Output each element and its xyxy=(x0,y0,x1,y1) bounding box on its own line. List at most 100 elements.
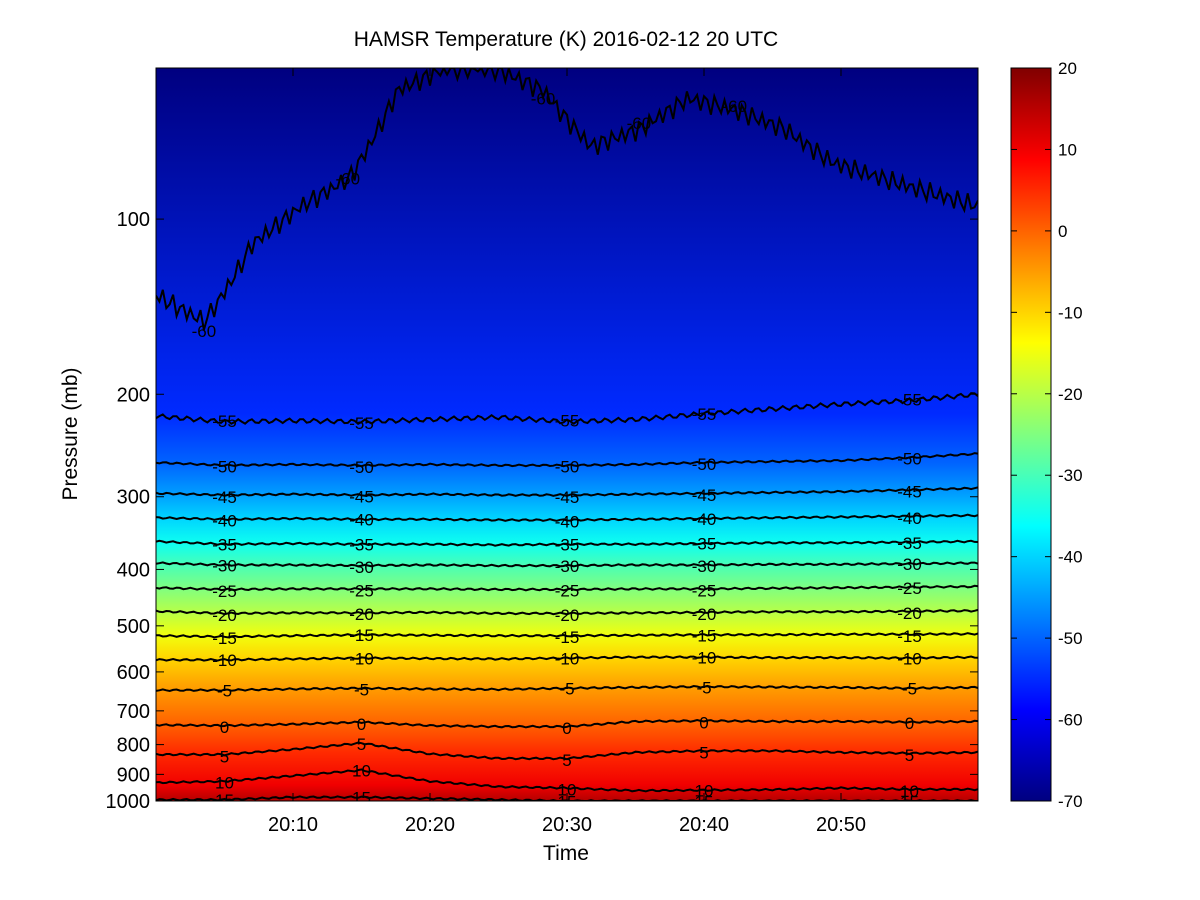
contour-label: 10 xyxy=(695,782,714,801)
colorbar-bar xyxy=(1010,67,1052,802)
x-tick-label: 20:40 xyxy=(679,814,729,836)
contour-label: -15 xyxy=(897,627,922,646)
contour-label: -55 xyxy=(555,412,580,431)
contour-label: -25 xyxy=(212,582,237,601)
contour-label: 0 xyxy=(357,715,366,734)
contour-label: -50 xyxy=(212,458,237,477)
contour-label: -20 xyxy=(897,604,922,623)
contour-label: -50 xyxy=(692,455,717,474)
x-tick-label: 20:20 xyxy=(405,814,455,836)
contour-label: 10 xyxy=(900,782,919,801)
y-tick-label: 500 xyxy=(117,616,150,638)
contour-label: -5 xyxy=(559,680,574,699)
contour-line--40 xyxy=(156,513,978,522)
contour-label: -40 xyxy=(349,511,374,530)
contour-label: -30 xyxy=(897,555,922,574)
x-axis-label: Time xyxy=(543,842,589,865)
contour-label: -60 xyxy=(192,322,217,341)
temperature-field xyxy=(156,68,978,801)
contour-label: -40 xyxy=(555,513,580,532)
contour-label: -40 xyxy=(212,512,237,531)
contour-label: -45 xyxy=(212,488,237,507)
contour-label: -25 xyxy=(897,579,922,598)
contour-label: -10 xyxy=(897,650,922,669)
x-tick-label: 20:10 xyxy=(268,814,318,836)
contour-label: -35 xyxy=(897,534,922,553)
contour-line--45 xyxy=(156,486,978,497)
y-tick-label: 100 xyxy=(117,209,150,231)
colorbar-tick-label: -20 xyxy=(1058,385,1083,404)
contour-label: -10 xyxy=(349,649,374,668)
contour-label: -40 xyxy=(897,509,922,528)
y-tick-label: 700 xyxy=(117,701,150,723)
contour-label: -30 xyxy=(349,558,374,577)
colorbar-ticks: 20 10 0 -10 -20 -30 -40 -50 -60 -70 xyxy=(1011,59,1083,811)
contour-label: -35 xyxy=(212,536,237,555)
contour-label: 15 xyxy=(215,791,234,810)
colorbar-tick-label: -10 xyxy=(1058,303,1083,322)
contour-label: 10 xyxy=(352,761,371,780)
contour-label: -55 xyxy=(349,414,374,433)
contour-label: -15 xyxy=(692,626,717,645)
plot-area: -60-60-60-60-60-55 -55 -55 -55-55-50 -50 -50-… xyxy=(106,67,979,836)
contour-label: -35 xyxy=(555,536,580,555)
y-tick-label: 900 xyxy=(117,764,150,786)
x-tick-label: 20:30 xyxy=(542,814,592,836)
contour-label: -45 xyxy=(897,483,922,502)
contour-label: 0 xyxy=(562,719,571,738)
contour-label: -55 xyxy=(212,412,237,431)
contour-label: -15 xyxy=(349,626,374,645)
colorbar-tick-label: -30 xyxy=(1058,466,1083,485)
colorbar-tick-label: 0 xyxy=(1058,222,1067,241)
contour-label: 5 xyxy=(699,743,708,762)
contour-label: -25 xyxy=(555,582,580,601)
chart-title: HAMSR Temperature (K) 2016-02-12 20 UTC xyxy=(354,28,778,51)
contour-label: -30 xyxy=(692,557,717,576)
y-tick-label: 300 xyxy=(117,487,150,509)
contour-label: -20 xyxy=(212,606,237,625)
contour-label: 15 xyxy=(900,793,919,812)
contour-label: -5 xyxy=(696,679,711,698)
contour-label: -10 xyxy=(692,648,717,667)
contour-label: -5 xyxy=(902,679,917,698)
contour-label: -20 xyxy=(692,605,717,624)
x-tick-label: 20:50 xyxy=(816,814,866,836)
contour-label: -35 xyxy=(692,535,717,554)
contour-line-5 xyxy=(156,741,978,761)
contour-line--10 xyxy=(156,655,978,662)
contour-line--55 xyxy=(156,392,978,426)
contour-label: 5 xyxy=(357,735,366,754)
contour-label: 5 xyxy=(562,751,571,770)
colorbar-tick-label: -70 xyxy=(1058,792,1083,811)
contour-label: -30 xyxy=(555,557,580,576)
contour-label: -45 xyxy=(555,488,580,507)
colorbar-tick-label: -60 xyxy=(1058,711,1083,730)
x-axis: 20:10 20:20 20:30 20:40 20:50 xyxy=(268,68,866,836)
contour-label: -30 xyxy=(212,556,237,575)
contour-label: 10 xyxy=(558,780,577,799)
contour-label: 15 xyxy=(352,789,371,808)
contour-label: -10 xyxy=(212,651,237,670)
contour-line--25 xyxy=(156,584,978,592)
contour-label: -60 xyxy=(531,89,556,108)
contour-label: -25 xyxy=(692,582,717,601)
contour-label: -35 xyxy=(349,536,374,555)
contour-label: -15 xyxy=(212,629,237,648)
y-tick-label: 400 xyxy=(117,559,150,581)
colorbar-tick-label: 10 xyxy=(1058,140,1077,159)
contour-label: -10 xyxy=(555,650,580,669)
y-tick-label: 800 xyxy=(117,735,150,757)
contour-label: -50 xyxy=(555,457,580,476)
contour-label: -5 xyxy=(217,682,232,701)
contour-label: -20 xyxy=(349,605,374,624)
contour-line--60 xyxy=(156,68,978,331)
y-tick-label: 600 xyxy=(117,662,150,684)
colorbar-tick-label: 20 xyxy=(1058,59,1077,78)
contour-label: 5 xyxy=(220,747,229,766)
contour-label: -50 xyxy=(897,449,922,468)
contour-label: -60 xyxy=(336,170,361,189)
contour-line-10 xyxy=(156,768,978,793)
contour-label: -25 xyxy=(349,582,374,601)
